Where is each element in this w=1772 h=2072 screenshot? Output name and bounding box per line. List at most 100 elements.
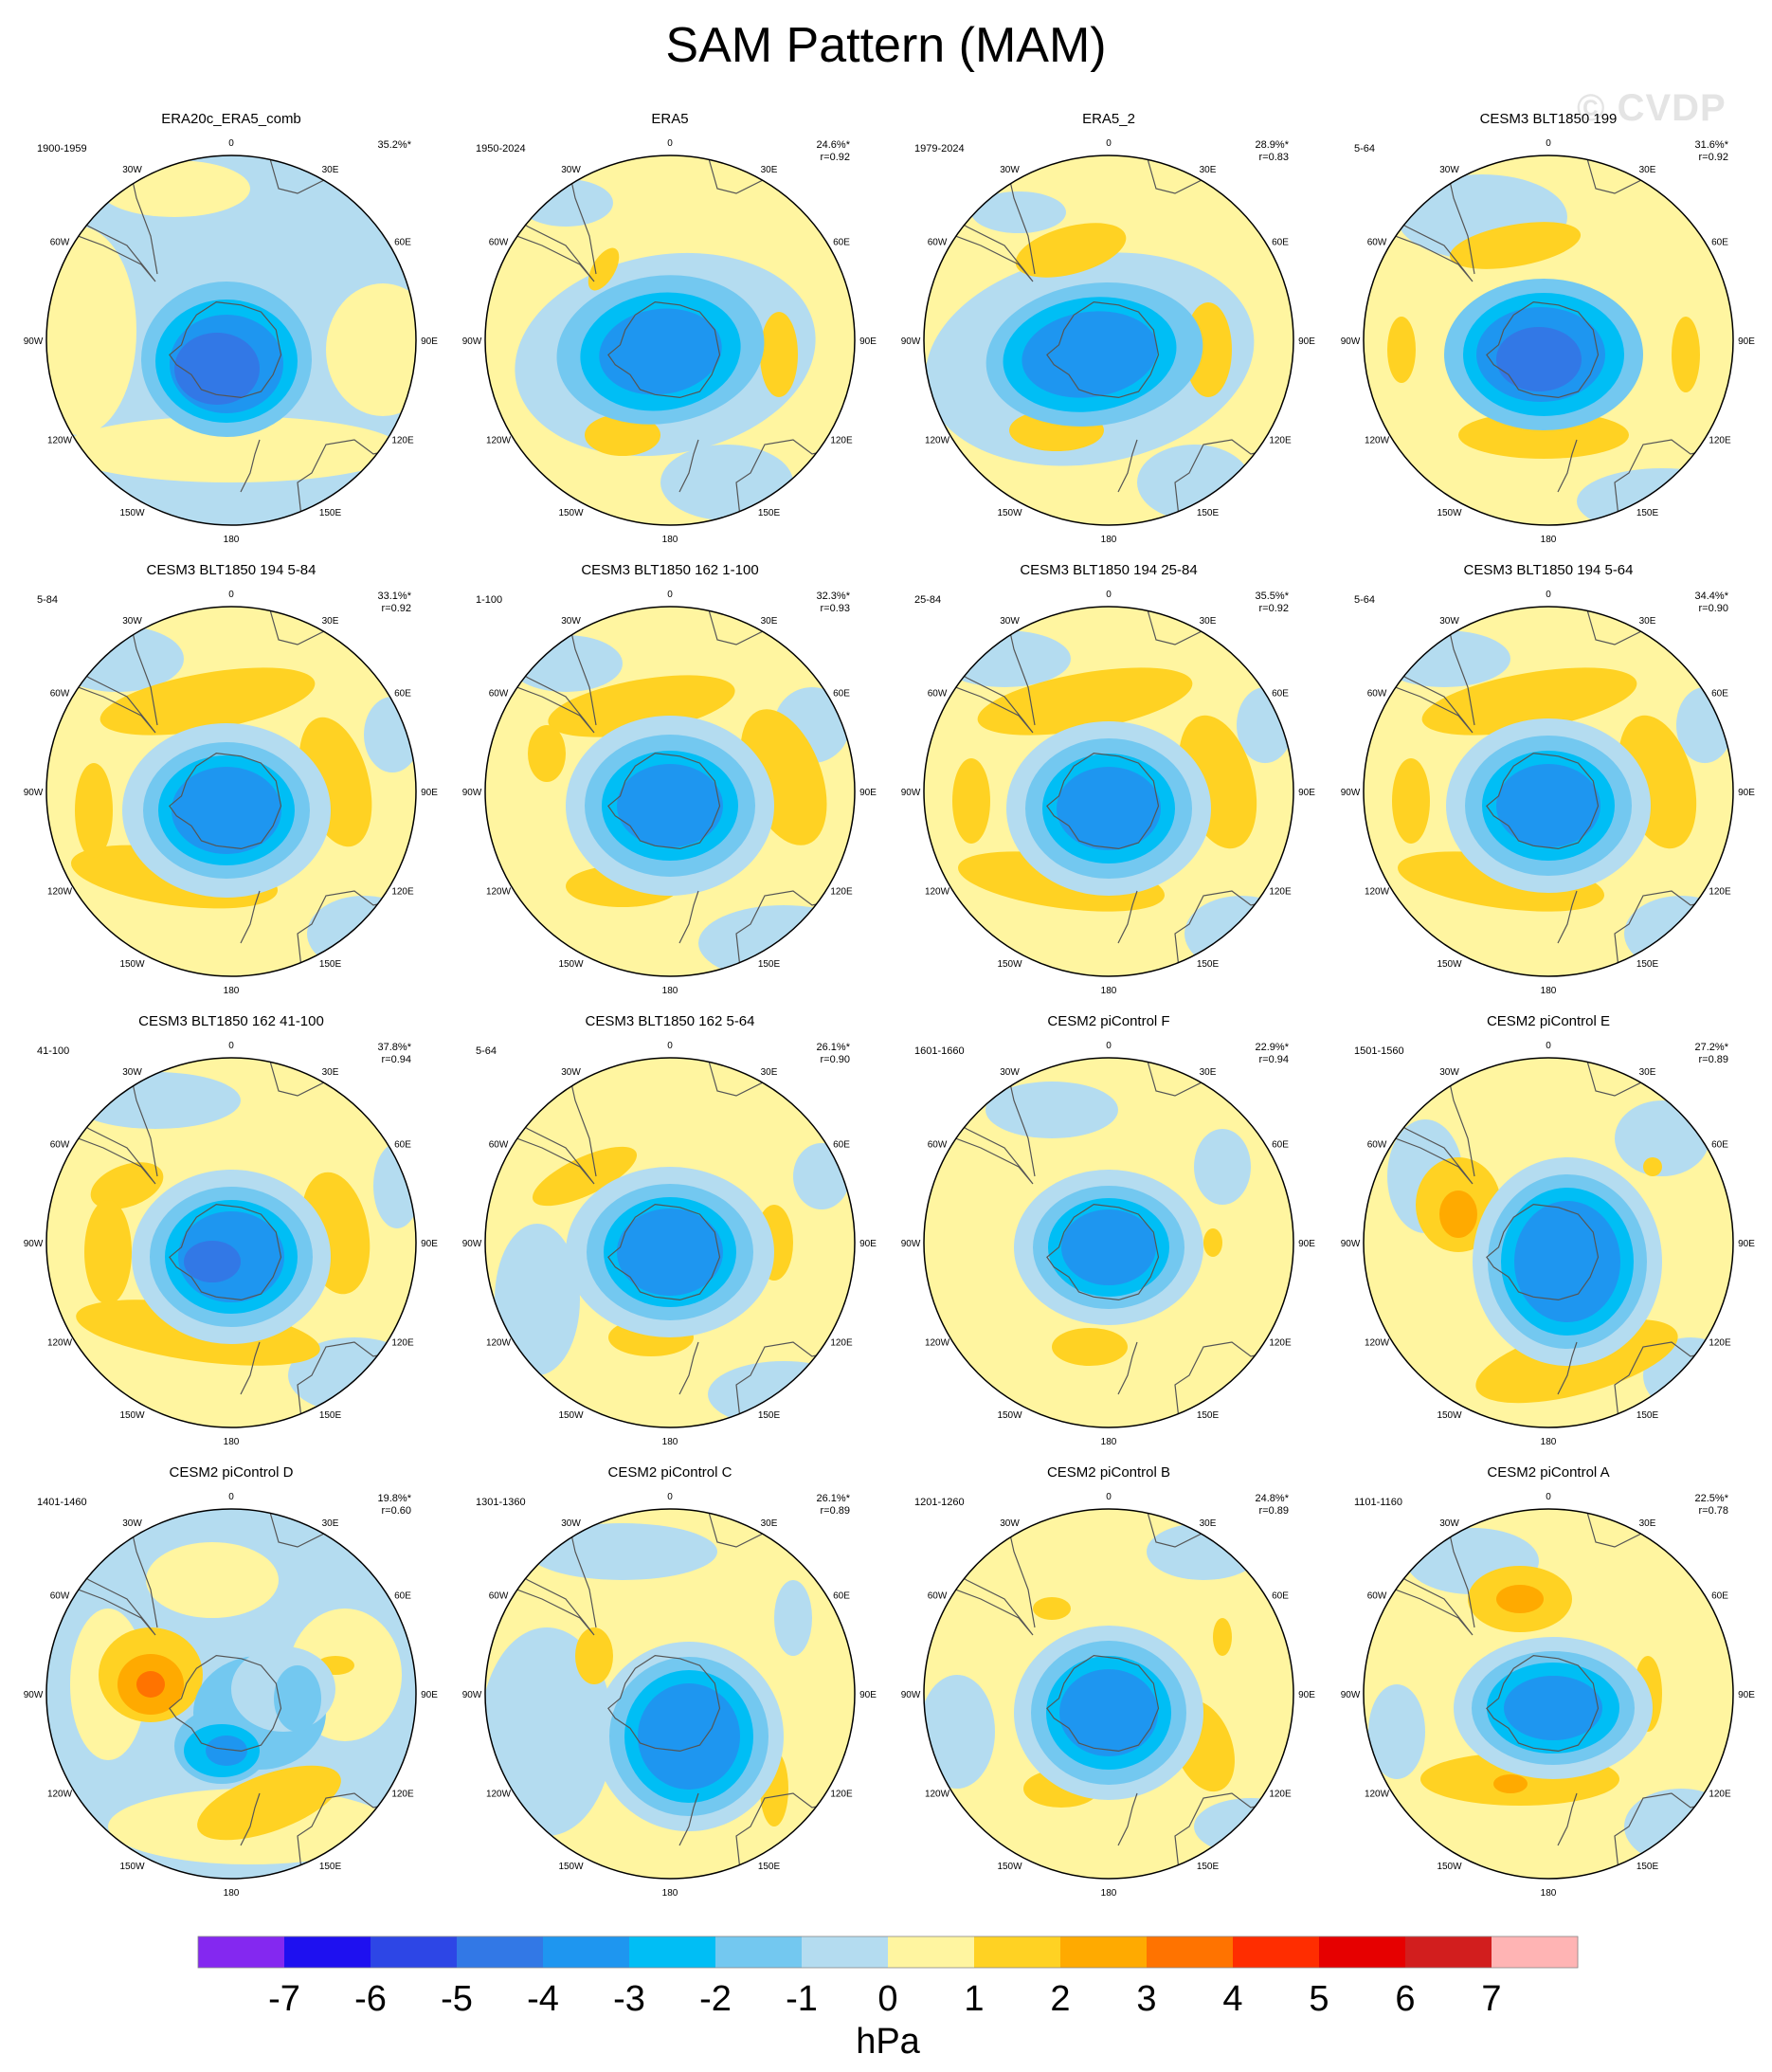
contour-blob [1615,1100,1709,1176]
panel-title: CESM3 BLT1850 162 1-100 [581,562,758,578]
longitude-label: 60W [50,1591,70,1602]
longitude-label: 150W [119,508,145,518]
longitude-label: 90E [421,336,438,347]
longitude-label: 60W [1367,238,1387,248]
longitude-label: 0 [667,1492,673,1502]
longitude-label: 180 [662,1888,678,1899]
contour-blob [585,414,660,456]
longitude-label: 0 [1106,590,1112,600]
longitude-label: 90W [24,1690,44,1700]
variance-label: 28.9%* [1256,139,1290,151]
map-border [45,1508,417,1880]
period-label: 25-84 [914,594,941,606]
map-panel: 0 30E 60E 90E 120E 150E 180 150W 120W 90W 60W 30W CE… [901,1464,1316,1899]
period-label: 1301-1360 [476,1497,526,1508]
map-panel: 0 30E 60E 90E 120E 150E 180 150W 120W 90W 60W 30W ER… [24,111,439,545]
longitude-label: 60W [50,1140,70,1151]
antarctica-coastline [607,1203,721,1301]
contour-blob [1213,1618,1232,1656]
longitude-label: 60E [1711,1591,1728,1602]
longitude-label: 0 [228,138,234,149]
longitude-label: 120E [1709,1338,1731,1349]
longitude-label: 90E [1738,788,1755,798]
variance-label: 22.5%* [1695,1493,1729,1504]
antarctica-coastline [607,1654,721,1753]
longitude-label: 90E [1298,1239,1315,1249]
contour-blob [1147,1523,1260,1580]
longitude-label: 60E [394,1591,411,1602]
panel-title: CESM2 piControl D [170,1464,294,1481]
contour-blob [84,1200,132,1304]
longitude-label: 30W [561,616,581,627]
period-label: 5-64 [476,1045,497,1057]
longitude-label: 120E [830,1338,853,1349]
longitude-label: 60E [833,1140,850,1151]
longitude-label: 120W [486,1338,512,1349]
longitude-label: 150E [1197,1410,1220,1421]
coastline [297,1341,416,1427]
contour-blob [1514,1201,1620,1322]
correlation-label: r=0.92 [821,152,851,163]
panel-title: ERA20c_ERA5_comb [161,111,301,127]
contour-blob [70,1072,241,1129]
contour-blob [1015,223,1127,278]
longitude-label: 120E [1269,1790,1292,1800]
longitude-label: 120W [486,887,512,898]
longitude-label: 0 [667,138,673,149]
longitude-label: 30W [1000,165,1020,175]
longitude-label: 180 [1541,535,1557,545]
longitude-label: 30E [322,1067,339,1078]
contour-blob [638,1683,740,1790]
longitude-label: 150W [558,1862,584,1872]
correlation-label: r=0.78 [1699,1505,1729,1517]
contour-field [1364,155,1733,525]
longitude-label: 90W [24,788,44,798]
contour-field [924,1509,1293,1879]
map-border [45,606,417,977]
contour-blob [509,635,623,692]
antarctica-coastline [1046,1203,1160,1301]
panel-title: CESM2 piControl E [1487,1013,1610,1029]
contour-blob [1387,317,1416,383]
map-panel: 0 30E 60E 90E 120E 150E 180 150W 120W 90W 60W 30W CE… [24,1464,439,1899]
longitude-label: 60E [833,238,850,248]
longitude-label: 60W [1367,1591,1387,1602]
contour-blob [184,1241,241,1282]
longitude-label: 90W [901,1239,921,1249]
longitude-label: 150E [1636,1410,1659,1421]
coastline [1557,1792,1578,1846]
contour-blob [617,1209,723,1296]
longitude-label: 60E [394,1140,411,1151]
variance-label: 26.1%* [817,1042,851,1053]
longitude-label: 90E [859,788,877,798]
panel-title: CESM3 BLT1850 194 5-84 [147,562,316,578]
longitude-label: 90E [1738,336,1755,347]
contour-blob [1496,764,1600,847]
contour-blob [90,1162,164,1209]
longitude-label: 60E [833,689,850,700]
longitude-label: 150E [1636,1862,1659,1872]
map-panel: 0 30E 60E 90E 120E 150E 180 150W 120W 90W 60W 30W CE… [1341,562,1756,996]
longitude-label: 120W [47,887,73,898]
contour-blob [364,697,416,772]
longitude-label: 120E [1709,887,1731,898]
panel-title: CESM3 BLT1850 162 41-100 [138,1013,324,1029]
longitude-label: 90E [421,1690,438,1700]
contour-field [1364,607,1733,976]
longitude-label: 90W [901,788,921,798]
antarctica-coastline [1486,752,1600,850]
longitude-label: 150W [997,959,1022,970]
longitude-label: 90E [421,788,438,798]
period-label: 1501-1560 [1354,1045,1404,1057]
contour-field [485,1509,855,1879]
map-panel: 0 30E 60E 90E 120E 150E 180 150W 120W 90W 60W 30W CE… [1341,111,1756,545]
contour-blob [1059,1669,1158,1756]
longitude-label: 120W [925,887,950,898]
contour-blob [1194,1798,1293,1855]
longitude-label: 120E [391,436,414,446]
longitude-label: 90E [859,1690,877,1700]
contour-blob [1577,468,1733,525]
longitude-label: 180 [1101,535,1117,545]
panel-title: CESM3 BLT1850 162 5-64 [586,1013,755,1029]
map-panel: 0 30E 60E 90E 120E 150E 180 150W 120W 90W 60W 30W CE… [1341,1464,1756,1899]
